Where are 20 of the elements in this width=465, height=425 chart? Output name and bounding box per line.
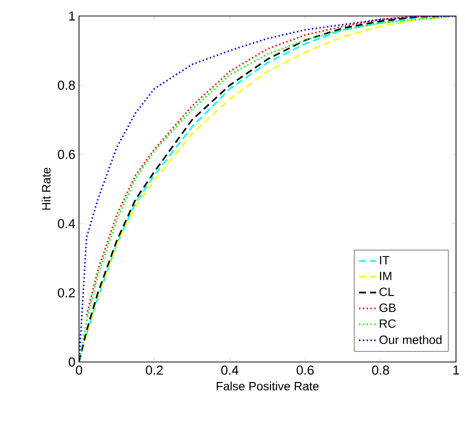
y-tick-label: 0.4	[58, 218, 76, 228]
x-tick-label: 0.8	[372, 366, 390, 375]
x-tick-label: 1	[453, 366, 459, 374]
y-tick-label: 0.2	[58, 288, 75, 298]
y-tick-label: 1	[69, 12, 75, 20]
x-axis-title: False Positive Rate	[216, 382, 319, 390]
x-tick-label: 0.4	[221, 366, 238, 375]
x-tick-label: 0	[76, 366, 82, 375]
x-tick-label: 0.6	[296, 366, 314, 375]
y-tick-label: 0.6	[58, 150, 75, 159]
legend-label: IM	[380, 272, 392, 280]
legend-label: Our method	[379, 335, 442, 344]
legend-label: GB	[379, 303, 396, 312]
legend-label: CL	[380, 288, 394, 296]
x-tick-label: 0.2	[146, 366, 163, 375]
legend-label: IT	[380, 256, 390, 264]
legend-label: RC	[380, 319, 396, 328]
y-axis-title: Hit Rate	[42, 168, 51, 210]
y-tick-label: 0.8	[58, 80, 75, 90]
y-tick-label: 0	[68, 357, 75, 367]
